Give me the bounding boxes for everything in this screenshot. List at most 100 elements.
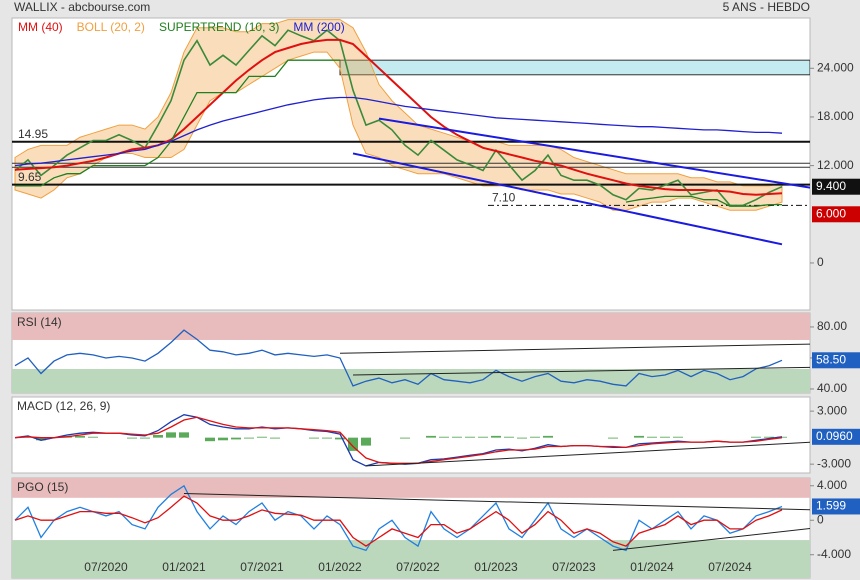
price-marker-label: 6.000	[816, 206, 846, 220]
histogram-bar	[88, 436, 98, 438]
histogram-bar	[608, 437, 618, 439]
trendline	[339, 343, 810, 354]
legend-entry: BOLL (20, 2)	[77, 20, 145, 34]
zone	[12, 540, 810, 578]
plot-area	[12, 478, 810, 578]
histogram-bar	[673, 436, 683, 438]
series-line	[14, 96, 783, 167]
trendline	[352, 366, 810, 376]
histogram-bar	[153, 435, 163, 438]
zone-box	[339, 59, 810, 76]
trendline	[365, 441, 810, 467]
plot-area	[14, 414, 810, 467]
histogram-bar	[322, 437, 332, 439]
histogram-bar	[426, 435, 436, 438]
histogram-bar	[179, 432, 189, 438]
x-tick-label: 01/2021	[162, 560, 206, 574]
histogram-bar	[361, 437, 371, 446]
series-line	[14, 38, 783, 196]
price-marker-label: 58.50	[816, 352, 846, 366]
histogram-bar	[439, 436, 449, 438]
price-marker	[812, 352, 860, 369]
price-marker	[812, 206, 860, 223]
histogram-bar	[218, 437, 228, 441]
support-label: 9.65	[18, 170, 42, 184]
price-line	[14, 29, 783, 207]
histogram-bar	[465, 436, 475, 438]
histogram-bar	[751, 436, 761, 438]
histogram-bar	[335, 437, 345, 440]
price-marker-label: 0.0960	[816, 429, 853, 443]
histogram-bar	[660, 436, 670, 438]
y-tick-label: 80.00	[817, 319, 847, 333]
series-line	[14, 484, 783, 552]
series-line	[14, 329, 783, 387]
histogram-bar	[478, 436, 488, 438]
x-tick-label: 01/2023	[474, 560, 518, 574]
histogram-bar	[36, 437, 46, 441]
series-line	[14, 495, 783, 547]
x-tick-label: 01/2022	[318, 560, 362, 574]
support-label: 14.95	[18, 127, 48, 141]
zone	[12, 368, 810, 393]
series-line	[14, 416, 783, 464]
series-line	[15, 59, 782, 207]
histogram-bar	[205, 437, 215, 442]
histogram-bar	[127, 437, 137, 439]
x-tick-label: 07/2024	[708, 560, 752, 574]
histogram-bar	[764, 436, 774, 438]
histogram-bar	[634, 435, 644, 438]
price-marker	[812, 498, 860, 515]
trendline	[378, 117, 810, 189]
panel-title: PGO (15)	[17, 480, 68, 494]
histogram-bar	[452, 436, 462, 438]
histogram-bar	[491, 435, 501, 438]
legend-entry: MM (40)	[18, 20, 63, 34]
x-tick-label: 07/2022	[396, 560, 440, 574]
y-tick-label: 4.000	[817, 478, 847, 492]
panel-title: RSI (14)	[17, 315, 62, 329]
histogram-bar	[400, 437, 410, 439]
x-tick-label: 07/2020	[84, 560, 128, 574]
plot-area	[12, 19, 810, 246]
plot-area	[12, 313, 810, 393]
histogram-bar	[504, 436, 514, 438]
legend-entry: SUPERTREND (10, 3)	[159, 20, 279, 34]
histogram-bar	[543, 435, 553, 438]
support-label: 7.10	[492, 191, 516, 205]
x-tick-label: 01/2024	[630, 560, 674, 574]
histogram-bar	[517, 437, 527, 439]
histogram-bar	[309, 437, 319, 439]
x-tick-label: 07/2021	[240, 560, 284, 574]
histogram-bar	[348, 437, 358, 451]
histogram-bar	[647, 436, 657, 438]
y-tick-label: 3.000	[817, 403, 847, 417]
y-tick-label: 18.000	[817, 109, 854, 123]
zone	[12, 478, 810, 498]
panel-title: MACD (12, 26, 9)	[17, 399, 110, 413]
histogram-bar	[257, 436, 267, 438]
histogram-bar	[75, 435, 85, 438]
histogram-bar	[140, 437, 150, 439]
histogram-bar	[244, 437, 254, 439]
y-tick-label: 0	[817, 255, 824, 269]
source: WALLIX - abcbourse.com	[14, 0, 150, 14]
trendline	[352, 152, 783, 246]
y-tick-label: 40.00	[817, 381, 847, 395]
trendline	[612, 527, 810, 551]
y-tick-label: 0	[817, 512, 824, 526]
histogram-bar	[530, 436, 540, 438]
histogram-bar	[270, 437, 280, 439]
zone	[12, 313, 810, 340]
price-marker	[812, 428, 860, 445]
period: 5 ANS - HEBDO	[723, 0, 810, 14]
price-marker-label: 1.599	[816, 499, 846, 513]
y-tick-label: -4.000	[817, 547, 851, 561]
price-marker-label: 9.400	[816, 179, 846, 193]
legend-entry: MM (200)	[293, 20, 344, 34]
price-marker	[812, 178, 860, 195]
y-tick-label: -3.000	[817, 456, 851, 470]
histogram-bar	[166, 432, 176, 438]
y-tick-label: 24.000	[817, 60, 854, 74]
